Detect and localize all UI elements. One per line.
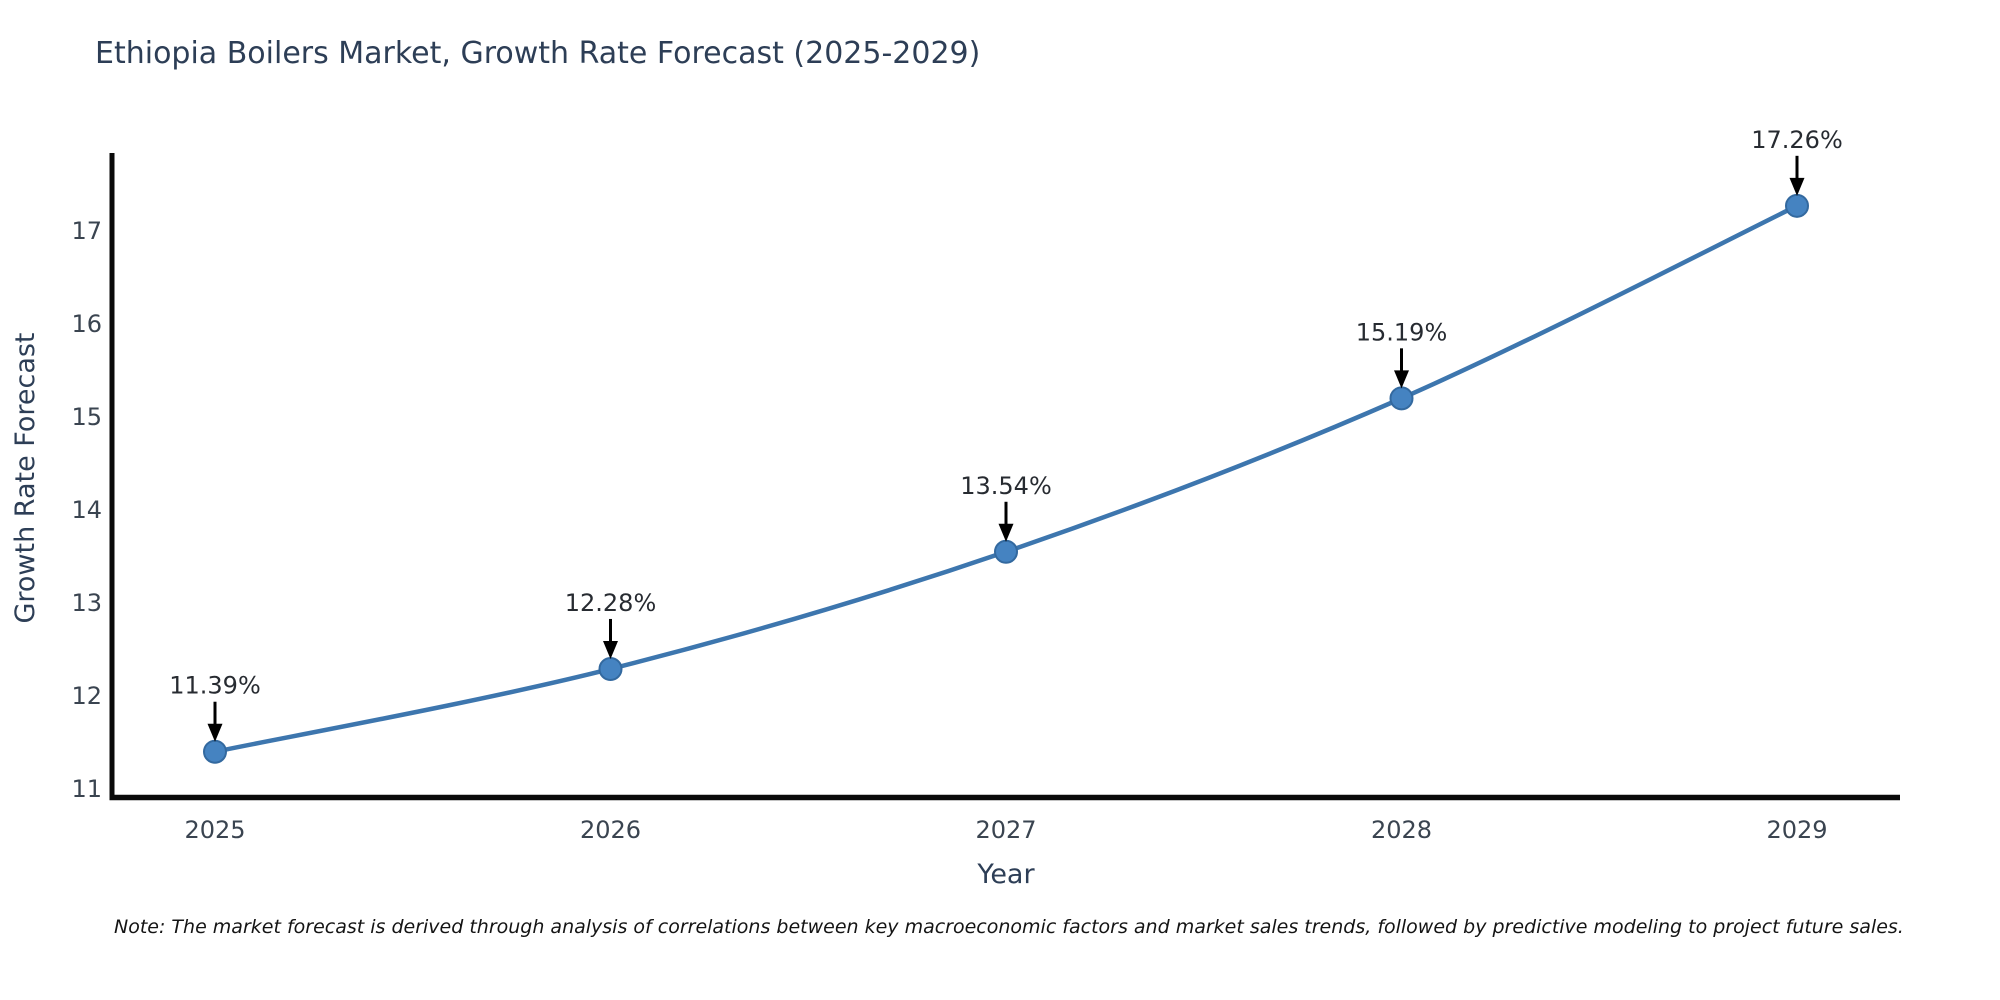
data-point-marker: [1785, 193, 1809, 218]
chart-title: Ethiopia Boilers Market, Growth Rate For…: [95, 36, 981, 71]
x-tick-label: 2028: [1371, 816, 1432, 844]
x-tick-label: 2029: [1766, 816, 1827, 844]
y-tick-label: 11: [71, 775, 102, 803]
x-tick-label: 2025: [184, 816, 245, 844]
x-axis-title: Year: [976, 859, 1035, 890]
footnote: Note: The market forecast is derived thr…: [114, 916, 1904, 938]
y-tick-label: 16: [71, 310, 102, 338]
annotation-arrow-head: [1394, 370, 1409, 389]
annotation-arrow-head: [207, 723, 223, 742]
data-point-label: 17.26%: [1751, 126, 1843, 154]
y-tick-label: 12: [71, 682, 102, 710]
data-point-label: 11.39%: [169, 672, 261, 700]
y-axis-title: Growth Rate Forecast: [10, 332, 41, 623]
data-point-marker: [203, 739, 227, 764]
y-tick-label: 17: [71, 217, 102, 245]
annotation-arrow-head: [1789, 177, 1805, 196]
annotation-arrow-head: [603, 640, 618, 659]
annotation-arrow-head: [998, 523, 1014, 542]
x-tick-label: 2027: [975, 816, 1036, 844]
x-tick-label: 2026: [580, 816, 641, 844]
data-point-label: 13.54%: [960, 472, 1052, 500]
data-point-marker: [598, 656, 623, 681]
data-point-label: 15.19%: [1356, 318, 1448, 346]
data-point-marker: [994, 539, 1018, 564]
y-tick-label: 13: [71, 589, 102, 617]
data-point-marker: [1389, 386, 1414, 411]
y-tick-label: 14: [71, 496, 102, 524]
y-tick-label: 15: [71, 403, 102, 431]
data-point-label: 12.28%: [565, 589, 657, 617]
